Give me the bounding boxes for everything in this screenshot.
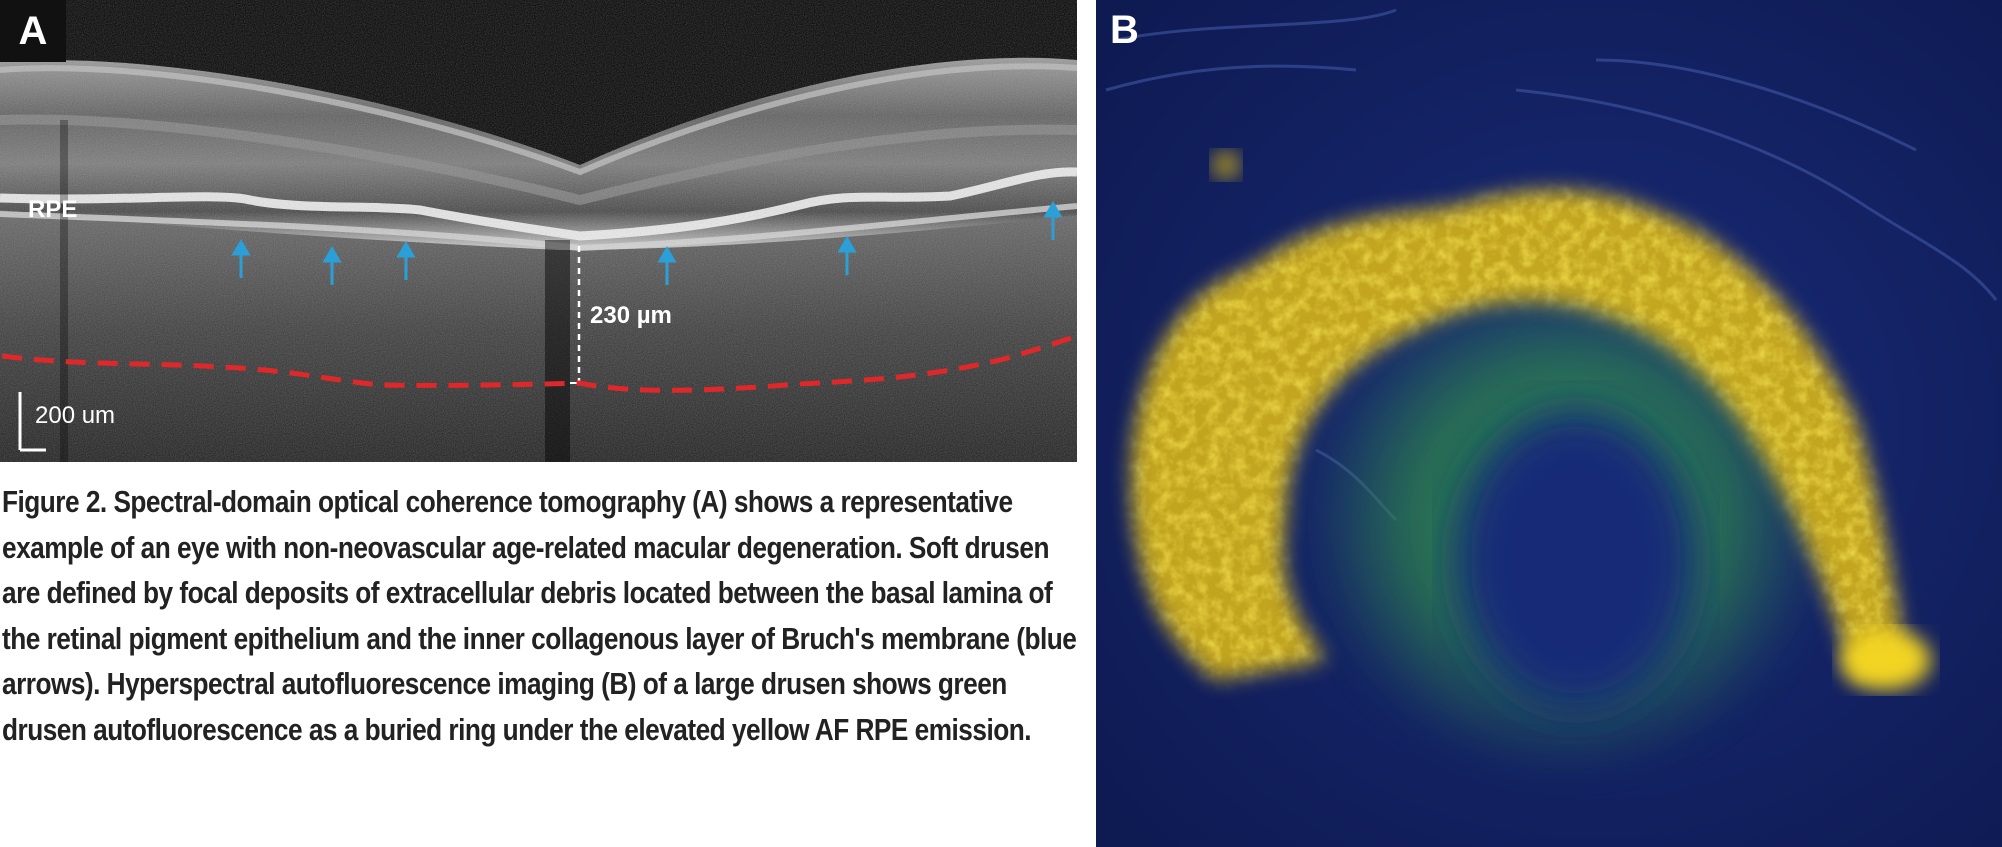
drusen-arrow-icon [657,246,677,285]
drusen-arrows [231,201,1063,285]
drusen-arrow-icon [322,246,342,285]
panel-b-label: B [1110,8,1139,52]
autofluorescence-panel: B [1096,0,2002,847]
drusen-arrow-icon [837,236,857,275]
scale-bar-label: 200 um [35,402,116,429]
figure-caption: Figure 2. Spectral-domain optical cohere… [2,485,1077,747]
panel-a-label: A [0,0,66,62]
oct-scan-panel: A RPE 230 µm 200 um [0,0,1077,462]
drusen-arrow-icon [231,239,251,278]
autofluorescence-image [1096,0,2002,847]
drusen-arrow-icon [396,241,416,280]
scale-bar [18,392,46,452]
rpe-label: RPE [28,196,78,223]
drusen-arrow-icon [1043,201,1063,240]
oct-scan-image [0,0,1077,462]
thickness-label: 230 µm [590,302,672,329]
